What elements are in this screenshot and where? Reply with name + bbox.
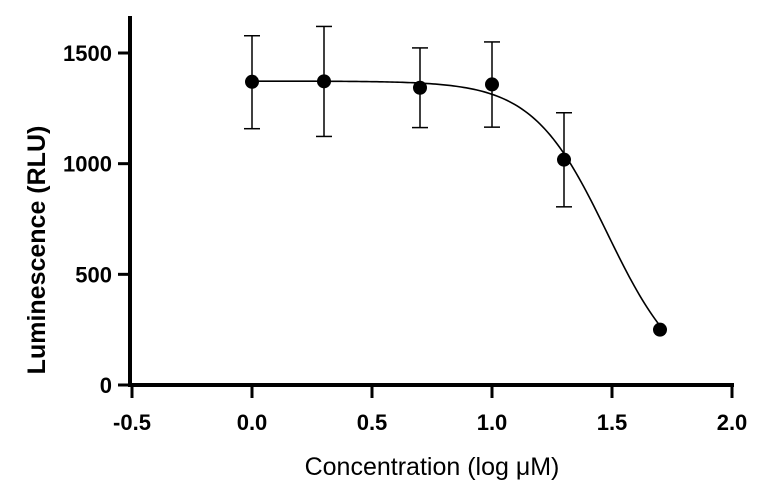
- error-bars-group: [244, 25, 572, 208]
- axes: [118, 16, 734, 398]
- data-point: [413, 80, 427, 95]
- x-tick-label: 0.5: [357, 410, 388, 435]
- y-axis-title: Luminescence (RLU): [23, 126, 51, 375]
- x-tick-label: 1.5: [597, 410, 628, 435]
- y-tick-label: 500: [75, 262, 112, 287]
- data-point: [485, 77, 499, 92]
- x-axis-title: Concentration (log μM): [305, 453, 560, 481]
- data-point: [557, 152, 571, 167]
- fit-curve: [252, 80, 661, 327]
- y-tick-label: 1000: [63, 152, 112, 177]
- data-point: [317, 74, 331, 89]
- x-tick-labels: -0.5 0.0 0.5 1.0 1.5 2.0: [113, 410, 747, 435]
- y-tick-labels: 0 500 1000 1500: [63, 41, 112, 398]
- y-tick-label: 0: [100, 373, 112, 398]
- y-tick-label: 1500: [63, 41, 112, 66]
- x-tick-label: 2.0: [717, 410, 748, 435]
- x-tick-label: -0.5: [113, 410, 151, 435]
- fit-curve-group: [252, 80, 661, 327]
- x-tick-label: 1.0: [477, 410, 508, 435]
- data-point: [653, 322, 667, 337]
- data-point: [245, 74, 259, 89]
- data-points-group: [245, 74, 667, 337]
- x-tick-label: 0.0: [237, 410, 268, 435]
